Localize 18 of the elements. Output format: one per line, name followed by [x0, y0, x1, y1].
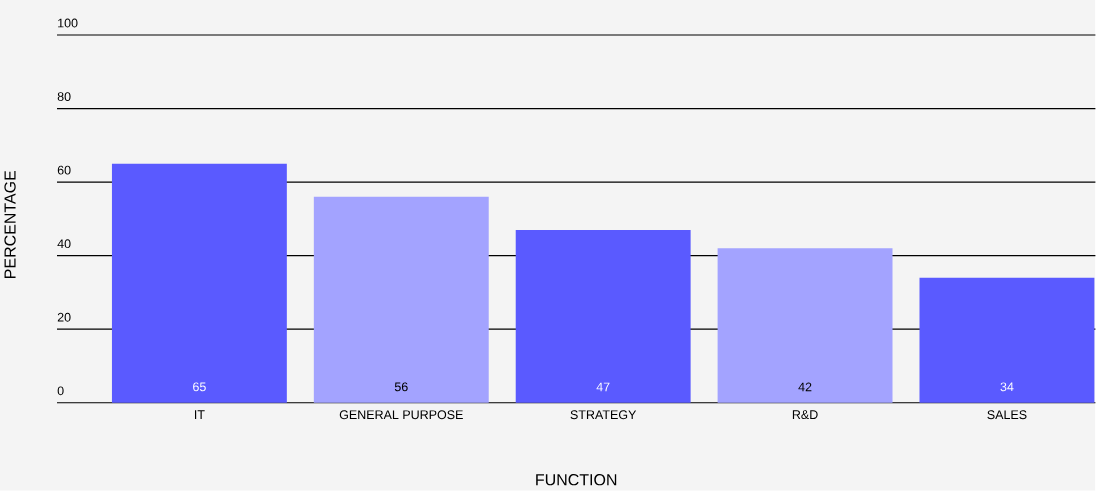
y-axis-title: PERCENTAGE [4, 171, 16, 279]
data-label: 34 [1000, 382, 1014, 392]
y-tick-label: 60 [57, 165, 71, 175]
y-tick-label: 100 [58, 18, 78, 28]
y-tick-label: 20 [57, 312, 71, 322]
data-label: 56 [394, 382, 408, 392]
y-tick-label: 0 [57, 386, 64, 396]
x-tick-label: IT [195, 410, 205, 420]
x-tick-label: GENERAL PURPOSE [339, 410, 463, 420]
data-label: 47 [596, 382, 610, 392]
x-tick-label: R&D [792, 410, 818, 420]
y-tick-label: 40 [57, 239, 71, 249]
x-tick-label: SALES [987, 410, 1027, 420]
x-tick-label: STRATEGY [570, 410, 637, 420]
x-axis-title: FUNCTION [536, 474, 617, 486]
data-label: 65 [193, 382, 206, 392]
data-label: 42 [798, 382, 812, 392]
y-tick-label: 80 [57, 92, 71, 102]
